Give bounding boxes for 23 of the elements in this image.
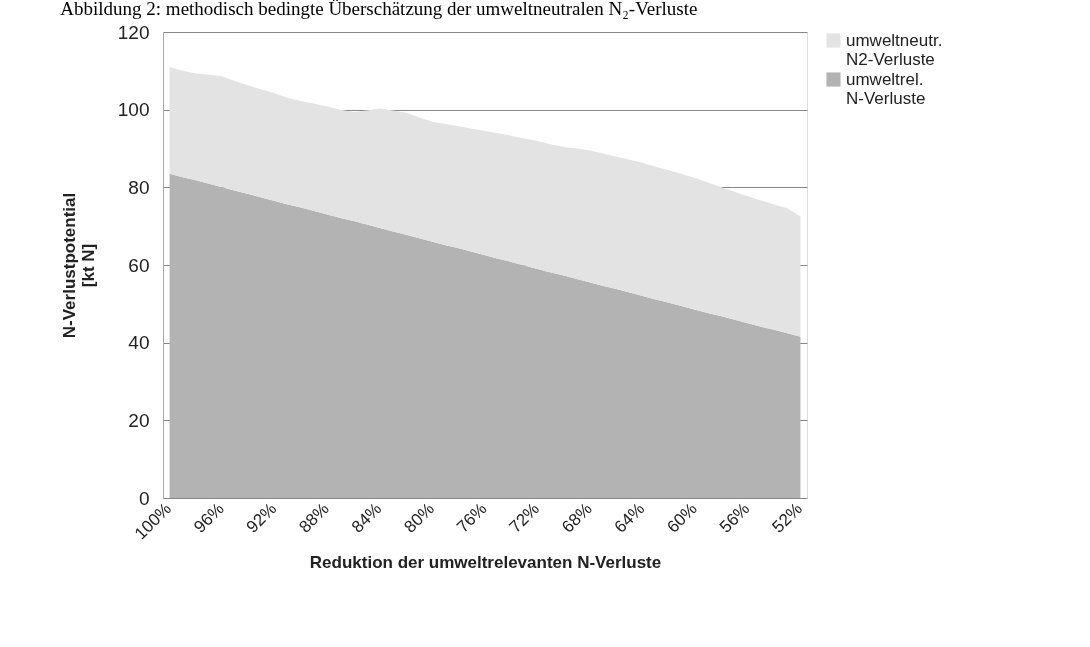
y-tick-label: 120: [117, 21, 150, 43]
x-tick-label: 72%: [505, 499, 544, 537]
y-axis-title: N-Verlustpotential [kt N]: [59, 192, 98, 339]
x-axis-title: Reduktion der umweltrelevanten N-Verluste: [309, 552, 662, 572]
x-tick-label: 60%: [663, 499, 701, 537]
y-tick-label: 0: [138, 487, 150, 509]
y-tick-label: 40: [128, 332, 150, 354]
y-tick-label: 60: [128, 254, 150, 276]
chart-title: Abbildung 2: methodisch bedingte Überschätzung der umweltneutralen N₂-Verluste: [60, 0, 698, 19]
x-tick-label: 80%: [400, 499, 438, 537]
x-tick-label: 84%: [347, 499, 386, 537]
x-tick-label: 88%: [295, 499, 333, 537]
x-tick-label: 64%: [610, 499, 649, 537]
x-tick-label: 96%: [190, 499, 228, 537]
x-tick-label: 68%: [558, 499, 596, 537]
y-tick-label: 20: [128, 409, 150, 431]
x-tick-label: 76%: [453, 499, 491, 537]
y-tick-label: 80: [128, 176, 150, 198]
x-tick-label: 92%: [242, 499, 281, 537]
legend-label: umweltrel. N-Verluste: [846, 69, 926, 108]
x-tick-label: 52%: [768, 499, 806, 537]
x-tick-label: 56%: [715, 499, 754, 537]
y-tick-label: 100: [117, 99, 150, 121]
